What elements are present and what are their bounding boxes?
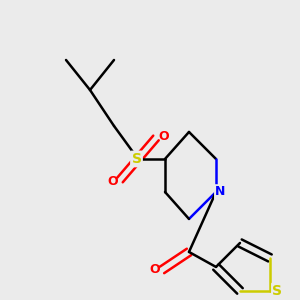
Text: O: O	[158, 130, 169, 143]
Text: O: O	[149, 263, 160, 276]
Text: O: O	[107, 175, 118, 188]
Text: S: S	[131, 152, 142, 166]
Text: S: S	[272, 284, 283, 298]
Text: N: N	[215, 185, 226, 199]
